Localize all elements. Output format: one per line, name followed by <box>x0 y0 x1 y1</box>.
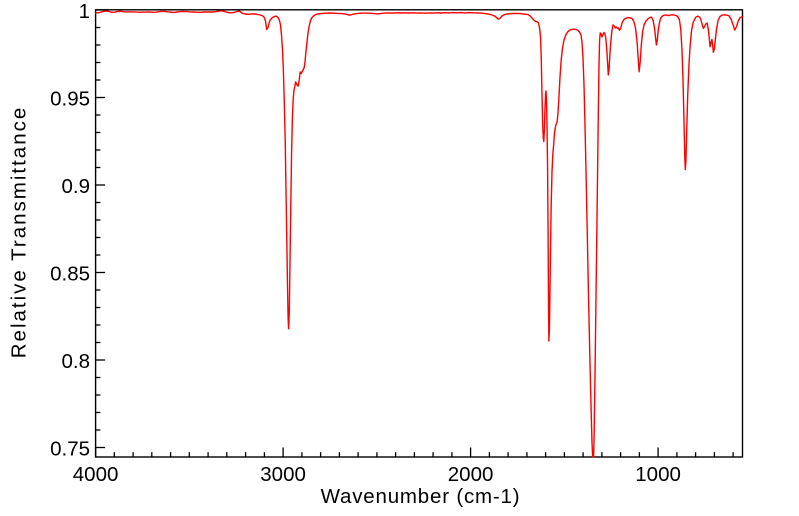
svg-text:4000: 4000 <box>73 463 119 486</box>
svg-text:0.9: 0.9 <box>62 175 91 198</box>
svg-text:1: 1 <box>79 0 90 23</box>
svg-text:Relative Transmittance: Relative Transmittance <box>7 106 30 359</box>
svg-text:0.75: 0.75 <box>50 438 90 461</box>
svg-text:2000: 2000 <box>448 463 494 486</box>
svg-text:0.8: 0.8 <box>62 350 91 373</box>
svg-text:3000: 3000 <box>260 463 306 486</box>
svg-text:0.85: 0.85 <box>50 263 90 286</box>
svg-text:0.95: 0.95 <box>50 88 90 111</box>
svg-text:1000: 1000 <box>635 463 681 486</box>
svg-text:Wavenumber (cm-1): Wavenumber (cm-1) <box>321 485 521 508</box>
